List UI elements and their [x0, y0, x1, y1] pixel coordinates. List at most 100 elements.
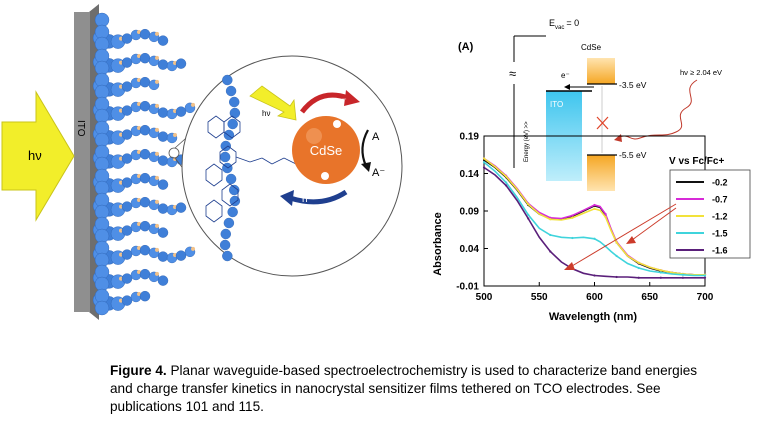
data-point: [549, 233, 552, 237]
data-point: [549, 250, 552, 253]
data-point: [593, 237, 596, 240]
ligand-dot: [155, 31, 159, 36]
hole-dot: [321, 172, 329, 180]
annotation-arrow-2: [571, 203, 677, 267]
data-point: [571, 236, 574, 240]
cdse-valence-band: [587, 155, 615, 191]
chart-series: [482, 157, 707, 279]
data-point: [659, 269, 662, 272]
nanocrystal-dot: [157, 131, 169, 142]
data-point: [482, 157, 486, 160]
nanocrystal-dot: [121, 81, 133, 92]
data-point: [615, 254, 618, 258]
figure-caption: Figure 4. Planar waveguide-based spectro…: [110, 362, 710, 416]
cdse-conduction-band: [587, 58, 615, 84]
electron-arrowhead: [344, 90, 360, 106]
injection-arrowhead: [564, 84, 570, 90]
cdse-label: CdSe: [310, 143, 343, 158]
data-point: [505, 181, 508, 184]
cross-b: [596, 116, 609, 130]
ito-label: ITO: [75, 120, 86, 137]
ligand-dot: [155, 199, 159, 204]
data-point: [703, 276, 707, 279]
ligand-dot: [155, 127, 159, 132]
nanocrystal-dot: [139, 124, 151, 136]
electron-dot: [333, 120, 341, 128]
ligand-dot: [155, 55, 159, 60]
y-tick-label: 0.14: [460, 169, 480, 180]
hole-arrowhead: [280, 190, 294, 206]
nanocrystal-dot: [139, 290, 151, 302]
ligand-dot: [155, 271, 159, 276]
nanocrystal-dot: [157, 203, 169, 214]
data-point: [615, 275, 618, 279]
nanocrystal-dot: [157, 251, 169, 262]
x-tick-label: 500: [476, 292, 493, 303]
linker-dot: [229, 184, 240, 196]
ito-electrode: [74, 12, 90, 312]
ligand-dot: [155, 175, 159, 180]
data-point: [681, 273, 685, 276]
nanocrystal-dot: [157, 155, 169, 166]
energy-axis-label: Energy (eV) >>: [524, 121, 530, 162]
legend-items: -0.2 -0.7 -1.2 -1.5 -1.6: [676, 178, 728, 256]
nanocrystal-dot: [139, 52, 151, 64]
linker-dot: [222, 74, 233, 86]
ligand-dot: [191, 102, 195, 107]
linker-dot: [220, 228, 231, 240]
nanocrystal-dot: [121, 105, 133, 116]
nanocrystal-dot: [139, 244, 151, 256]
data-point: [703, 274, 707, 277]
ligand-dot: [155, 103, 159, 108]
light-label: hν: [28, 148, 42, 163]
data-point: [659, 276, 662, 279]
linker-dot: [223, 217, 235, 229]
nanocrystal-dot: [157, 35, 169, 46]
ligand-dot: [173, 132, 177, 137]
nanocrystal-dot: [157, 227, 169, 238]
ligand-dot: [155, 223, 159, 228]
zoom-light-label: hν: [262, 109, 270, 118]
vacuum-label: Evac = 0: [549, 18, 579, 31]
data-point: [505, 184, 508, 187]
light-arrow: [1, 90, 75, 222]
linker-dot: [225, 173, 237, 185]
legend-label: -1.5: [712, 229, 728, 239]
nanocrystal-dot: [121, 33, 133, 44]
linker-dot: [219, 239, 231, 251]
data-point: [604, 215, 607, 219]
nanocrystal-dot: [157, 179, 169, 190]
data-point: [637, 266, 640, 270]
electron-label: e⁻: [336, 96, 347, 107]
linker-molecule: [205, 115, 297, 223]
linker-dot: [225, 85, 237, 97]
data-point: [681, 276, 685, 279]
y-tick-label: 0.19: [460, 132, 480, 143]
electron-transfer-arrow: [300, 92, 349, 114]
data-point: [604, 212, 607, 216]
series-line--1.2: [483, 157, 705, 276]
hole-transfer-arrow: [289, 189, 348, 205]
y-axis-label: Absorbance: [432, 212, 444, 276]
nanocrystal-dot: [157, 107, 169, 118]
schematic-panel: ITO hν hν: [1, 4, 403, 320]
legend-label: -1.6: [712, 246, 728, 256]
x-tick-label: 650: [641, 292, 658, 303]
data-point: [571, 216, 574, 219]
linker-dot: [222, 250, 233, 262]
legend-label: -1.2: [712, 212, 728, 222]
nanocrystal-dot: [139, 28, 151, 40]
zoom-source-circle: [168, 147, 180, 159]
nanocrystal-dot: [175, 250, 187, 261]
y-tick-label: -0.01: [456, 282, 479, 293]
data-point: [571, 214, 574, 217]
data-point: [593, 207, 596, 210]
x-axis-label: Wavelength (nm): [549, 311, 638, 323]
nanocrystal-dot: [121, 225, 133, 236]
ito-band-label: ITO: [550, 100, 563, 109]
linker-dot: [220, 140, 231, 152]
data-point: [482, 161, 486, 164]
nanocrystal-dot: [139, 220, 151, 232]
data-point: [659, 271, 662, 274]
